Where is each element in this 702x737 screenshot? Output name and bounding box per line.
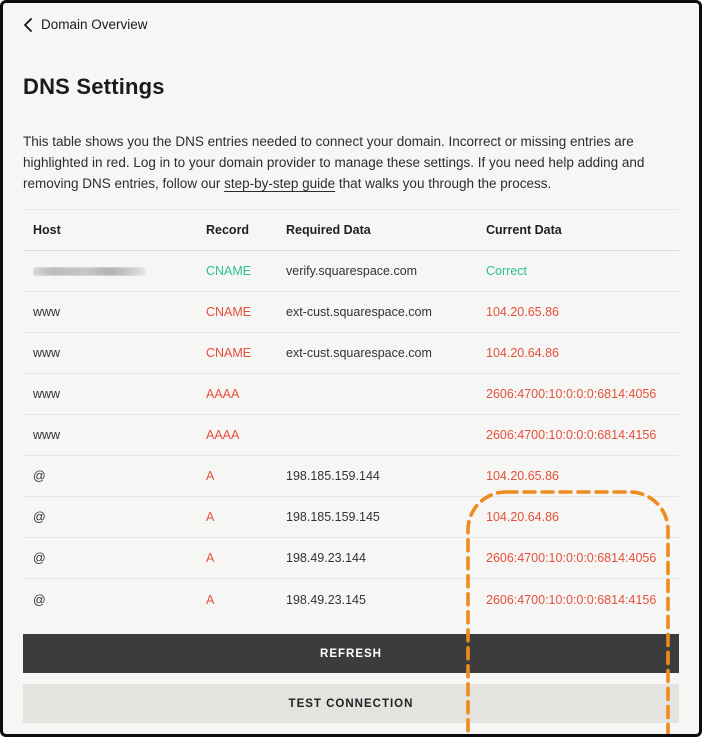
- current-data-cell: 2606:4700:10:0:0:0:6814:4156: [486, 592, 657, 607]
- record-cell: A: [206, 510, 215, 524]
- required-data-cell: 198.49.23.145: [286, 592, 366, 607]
- record-cell: AAAA: [206, 428, 240, 442]
- table-row: www AAAA 2606:4700:10:0:0:0:6814:4056: [23, 374, 679, 415]
- table-row: @ A 198.49.23.144 2606:4700:10:0:0:0:681…: [23, 538, 679, 579]
- required-data-cell: 198.185.159.145: [286, 510, 380, 524]
- table-row: @ A 198.185.159.144 104.20.65.86: [23, 456, 679, 497]
- record-cell: A: [206, 551, 215, 565]
- dns-table: Host Record Required Data Current Data C…: [23, 209, 679, 734]
- table-row: www CNAME ext-cust.squarespace.com 104.2…: [23, 292, 679, 333]
- header-record: Record: [206, 223, 250, 237]
- host-cell: [33, 266, 206, 276]
- page-title: DNS Settings: [23, 74, 165, 99]
- required-data-cell: ext-cust.squarespace.com: [286, 305, 432, 319]
- record-cell: CNAME: [206, 346, 252, 360]
- current-data-cell: 104.20.64.86: [486, 346, 559, 360]
- current-data-cell: 2606:4700:10:0:0:0:6814:4056: [486, 551, 657, 565]
- required-data-cell: 198.49.23.144: [286, 551, 366, 565]
- current-data-cell: 2606:4700:10:0:0:0:6814:4056: [486, 387, 657, 401]
- step-by-step-guide-link[interactable]: step-by-step guide: [224, 176, 336, 191]
- current-data-cell: 104.20.64.86: [486, 510, 559, 524]
- test-connection-button[interactable]: TEST CONNECTION: [23, 684, 679, 723]
- dns-table-header: Host Record Required Data Current Data: [23, 210, 679, 251]
- redacted-host-bar: [33, 266, 145, 276]
- host-cell: @: [33, 469, 46, 483]
- back-link[interactable]: Domain Overview: [23, 17, 148, 32]
- host-cell: @: [33, 551, 46, 565]
- current-data-cell: 2606:4700:10:0:0:0:6814:4156: [486, 428, 657, 442]
- host-cell: www: [33, 305, 61, 319]
- record-cell: A: [206, 592, 215, 607]
- table-row: www AAAA 2606:4700:10:0:0:0:6814:4156: [23, 415, 679, 456]
- host-cell: www: [33, 387, 61, 401]
- required-data-cell: ext-cust.squarespace.com: [286, 346, 432, 360]
- refresh-button[interactable]: REFRESH: [23, 634, 679, 673]
- record-cell: CNAME: [206, 264, 252, 278]
- required-data-cell: 198.185.159.144: [286, 469, 380, 483]
- back-link-label: Domain Overview: [41, 17, 148, 32]
- chevron-left-icon: [23, 17, 32, 32]
- record-cell: CNAME: [206, 305, 252, 319]
- top-bar: Domain Overview: [3, 3, 699, 37]
- table-row: @ A 198.185.159.145 104.20.64.86: [23, 497, 679, 538]
- current-data-cell: 104.20.65.86: [486, 469, 559, 483]
- host-cell: @: [33, 510, 46, 524]
- dns-table-body: CNAME verify.squarespace.com Correct www…: [23, 251, 679, 620]
- current-data-cell: 104.20.65.86: [486, 305, 559, 319]
- required-data-cell: verify.squarespace.com: [286, 264, 418, 278]
- description-text-post: that walks you through the process.: [335, 176, 552, 191]
- header-required-data: Required Data: [286, 223, 371, 237]
- table-row: @ A 198.49.23.145 2606:4700:10:0:0:0:681…: [23, 579, 679, 620]
- current-data-cell: Correct: [486, 264, 527, 278]
- table-row: www CNAME ext-cust.squarespace.com 104.2…: [23, 333, 679, 374]
- description: This table shows you the DNS entries nee…: [23, 131, 679, 194]
- record-cell: AAAA: [206, 387, 240, 401]
- host-cell: www: [33, 346, 61, 360]
- table-row: CNAME verify.squarespace.com Correct: [23, 251, 679, 292]
- header-current-data: Current Data: [486, 223, 562, 237]
- host-cell: www: [33, 428, 61, 442]
- header-host: Host: [33, 223, 61, 237]
- record-cell: A: [206, 469, 215, 483]
- description-text-pre: This table shows you the DNS entries nee…: [23, 134, 645, 191]
- host-cell: @: [33, 592, 46, 607]
